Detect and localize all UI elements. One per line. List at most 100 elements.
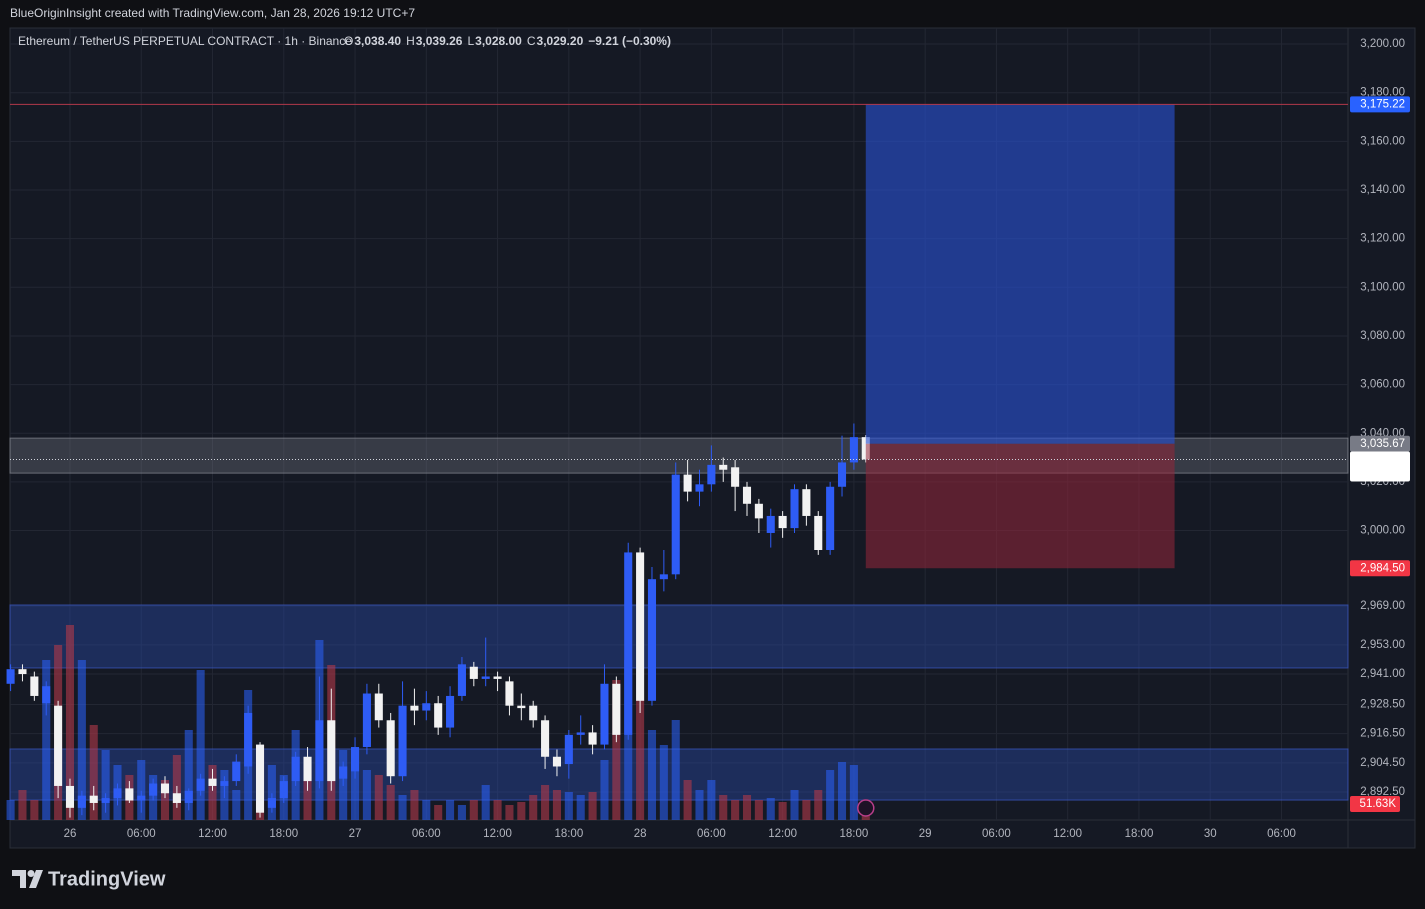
candle-body	[541, 720, 550, 757]
candle-body	[374, 693, 383, 721]
candle-body	[469, 666, 478, 679]
volume-bar	[600, 760, 609, 820]
volume-bar	[766, 798, 775, 820]
x-tick-label: 29	[919, 828, 932, 840]
candle-body	[42, 686, 51, 704]
stop-label-bg	[1350, 560, 1410, 577]
candle-body	[754, 503, 763, 519]
volume-bar	[552, 790, 561, 820]
volume-bar	[826, 770, 835, 820]
volume-bar	[837, 762, 847, 820]
candle-body	[220, 781, 229, 786]
volume-bar	[137, 760, 146, 820]
y-tick-label: 2,969.00	[1360, 600, 1405, 612]
target-zone	[865, 104, 1175, 444]
volume-bar	[65, 625, 75, 820]
volume-bar	[469, 800, 478, 820]
legend-symbol: Ethereum / TetherUS PERPETUAL CONTRACT ·…	[18, 34, 352, 48]
volume-bar	[6, 800, 15, 820]
y-tick-label: 2,892.50	[1360, 786, 1405, 798]
volume-label-bg	[1350, 795, 1400, 812]
candle-body	[719, 464, 728, 470]
x-tick-label: 06:00	[982, 828, 1011, 840]
candle-body	[30, 676, 39, 696]
candle-body	[576, 732, 585, 735]
candle-body	[291, 756, 300, 782]
x-tick-label: 26	[64, 828, 77, 840]
candle-body	[6, 669, 15, 684]
volume-bar	[624, 660, 633, 820]
y-tick-label: 2,941.00	[1360, 668, 1405, 680]
candle-body	[267, 798, 276, 808]
candle-body	[446, 695, 455, 728]
last-price-bg	[1350, 451, 1410, 482]
legend-key: H	[406, 34, 415, 48]
volume-bar	[778, 802, 787, 820]
candle-body	[351, 747, 360, 772]
volume-bar	[232, 790, 241, 820]
candle-body	[552, 756, 561, 767]
volume-label: 51.63K	[1360, 798, 1397, 810]
candle-body	[778, 515, 787, 529]
candle-body	[707, 464, 716, 485]
candle-body	[612, 683, 621, 735]
volume-bar	[576, 795, 585, 820]
y-tick-label: 2,928.50	[1360, 698, 1405, 710]
y-tick-label: 3,000.00	[1360, 525, 1405, 537]
axes: 3,200.00 3,180.00 3,160.00 3,140.00 3,120.00…	[64, 38, 1410, 840]
x-tick-label: 06:00	[412, 828, 441, 840]
volume-bar	[386, 785, 395, 820]
volume-bar	[695, 790, 704, 820]
y-tick-label: 2,904.50	[1360, 757, 1405, 769]
volume-bar	[77, 660, 86, 820]
volume-bar	[101, 750, 110, 820]
candle-body	[731, 467, 740, 487]
candle-body	[790, 489, 799, 529]
candle-body	[303, 756, 312, 782]
volume-bar	[636, 700, 645, 820]
volume-bar	[493, 800, 502, 820]
legend-fields: O 3,038.40 H 3,039.26 L 3,028.00 C 3,029.20 −9.2…	[344, 34, 671, 48]
candle-body	[327, 720, 336, 782]
volume-bar	[802, 800, 811, 820]
volume-bar	[814, 790, 823, 820]
volume-bar	[588, 792, 597, 820]
header-text: BlueOriginInsight created with TradingVi…	[10, 6, 415, 20]
target-label: 3,175.22	[1360, 98, 1405, 110]
candle-body	[339, 766, 348, 779]
candle-body	[647, 579, 657, 701]
volume-bar	[446, 800, 455, 820]
candle-body	[113, 788, 122, 799]
candle-body	[208, 778, 217, 786]
volume-bar	[529, 795, 538, 820]
entry-label: 3,035.67	[1360, 438, 1405, 450]
candle-body	[600, 683, 609, 745]
volume-bar	[671, 720, 680, 820]
stop-label: 2,984.50	[1360, 562, 1405, 574]
y-tick-label: 3,140.00	[1360, 184, 1405, 196]
candle-body	[410, 705, 419, 711]
legend-value: 3,028.00	[475, 34, 522, 48]
candle-body	[65, 785, 75, 808]
x-tick-label: 12:00	[483, 828, 512, 840]
volume-bar	[18, 790, 27, 820]
volume-bar	[707, 780, 716, 820]
volume-bar	[374, 775, 383, 820]
volume-bar	[481, 785, 490, 820]
x-tick-label: 18:00	[554, 828, 583, 840]
candle-body	[255, 744, 265, 813]
x-tick-label: 18:00	[269, 828, 298, 840]
candle-body	[588, 732, 597, 745]
volume-bar	[89, 725, 98, 820]
candle-body	[398, 705, 407, 777]
volume-bar	[160, 780, 170, 820]
legend-change: −9.21 (−0.30%)	[588, 34, 671, 48]
candle-body	[624, 552, 633, 735]
volume-bar	[410, 790, 419, 820]
x-tick-label: 27	[349, 828, 362, 840]
candle-body	[457, 664, 466, 696]
volume-bar	[683, 780, 692, 820]
x-tick-label: 12:00	[768, 828, 797, 840]
candle-body	[125, 788, 134, 801]
